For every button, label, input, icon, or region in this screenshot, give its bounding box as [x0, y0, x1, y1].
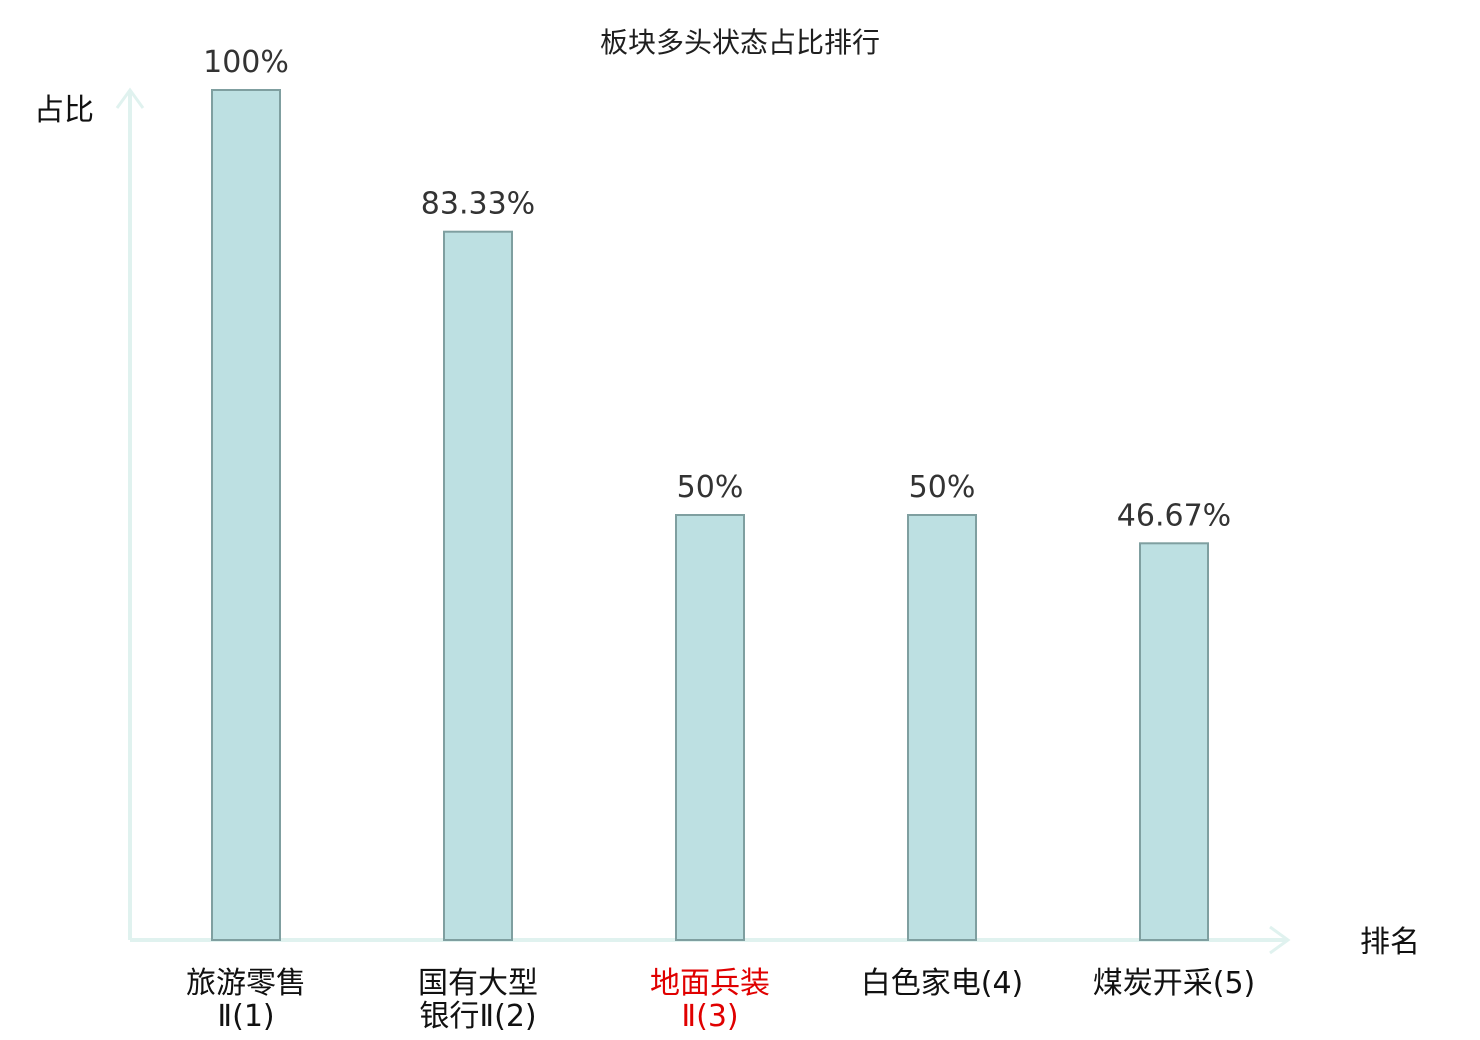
y-axis-label: 占比 [34, 93, 94, 128]
category-label-2-line-1: 国有大型 [418, 966, 538, 1001]
value-label-5: 46.67% [1117, 498, 1231, 533]
category-label-1-line-1: 旅游零售 [186, 966, 306, 1001]
value-label-3: 50% [677, 470, 744, 505]
bar-5 [1139, 542, 1209, 941]
x-axis-label: 排名 [1360, 925, 1420, 960]
x-axis-arrow [1269, 925, 1291, 955]
category-label-3-line-2: Ⅱ(3) [681, 999, 738, 1034]
value-label-1: 100% [203, 45, 289, 80]
bar-4 [907, 514, 977, 941]
y-axis-arrow [115, 87, 145, 109]
value-labels-layer: 100% 83.33% 50% 50% 46.67% [203, 45, 1231, 533]
chart-title: 板块多头状态占比排行 [600, 26, 880, 59]
bar-2 [443, 230, 513, 941]
category-label-4-line-1: 白色家电(4) [861, 966, 1024, 1001]
bar-3 [675, 514, 745, 941]
bars-layer [211, 89, 1209, 941]
category-label-3-line-1: 地面兵装 [650, 966, 770, 1001]
category-label-2-line-2: 银行Ⅱ(2) [419, 999, 536, 1034]
category-label-1-line-2: Ⅱ(1) [217, 999, 274, 1034]
value-label-4: 50% [909, 470, 976, 505]
category-label-5-line-1: 煤炭开采(5) [1093, 966, 1256, 1001]
value-label-2: 83.33% [421, 187, 535, 222]
bar-1 [211, 89, 281, 941]
